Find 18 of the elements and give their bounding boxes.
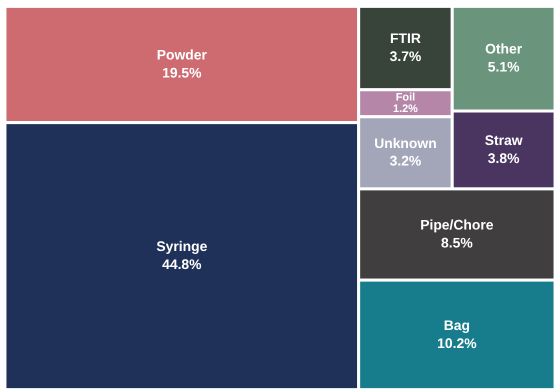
data-label: 3.2%: [390, 152, 422, 169]
category-label: FTIR: [390, 30, 421, 46]
data-label: 5.1%: [488, 58, 520, 75]
data-label: 44.8%: [162, 256, 202, 272]
data-label: 3.7%: [390, 48, 422, 64]
data-label: 1.2%: [393, 103, 418, 116]
data-label: 19.5%: [162, 64, 202, 80]
data-label: 3.8%: [488, 150, 520, 166]
category-label: Bag: [444, 316, 470, 333]
category-label: Unknown: [374, 134, 437, 151]
category-label: Other: [485, 40, 523, 57]
data-label: 8.5%: [441, 234, 473, 250]
category-label: Foil: [396, 91, 416, 104]
category-label: Straw: [484, 132, 523, 148]
data-label: 10.2%: [437, 334, 477, 351]
category-label: Powder: [156, 46, 208, 63]
category-label: Syringe: [156, 238, 208, 254]
category-label: Pipe/Chore: [420, 216, 494, 233]
